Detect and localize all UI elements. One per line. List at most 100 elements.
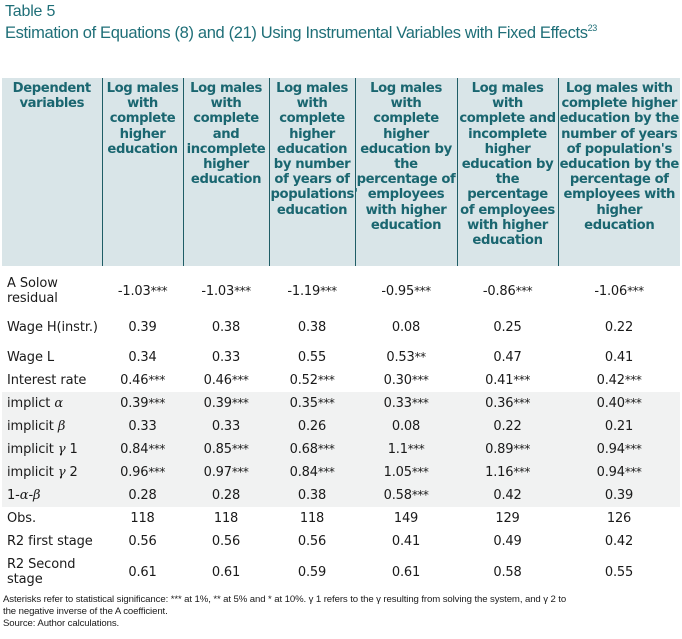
- cell-value: 0.33: [102, 415, 183, 438]
- table-row: implicit γ 1 0.84*** 0.85*** 0.68*** 1.1*** 0…: [2, 438, 680, 461]
- row-label: implicit γ 1: [2, 438, 102, 461]
- cell-value: 0.22: [558, 308, 680, 346]
- cell-value: 0.25: [457, 308, 558, 346]
- cell-value: 0.53**: [355, 346, 457, 369]
- cell-value: 0.56: [269, 530, 355, 553]
- significance-note: Asterisks refer to statistical significa…: [3, 594, 567, 605]
- cell-value: -0.86***: [457, 266, 558, 308]
- cell-value: 0.28: [102, 484, 183, 507]
- header-column-3: Log males with complete higher education…: [268, 78, 358, 266]
- row-label: 1-α-β: [2, 484, 102, 507]
- table-row: Wage H(instr.) 0.39 0.38 0.38 0.08 0.25 0.22: [2, 308, 680, 346]
- cell-value: 1.05***: [355, 461, 457, 484]
- table-row: implicit β 0.33 0.33 0.26 0.08 0.22 0.21: [2, 415, 680, 438]
- cell-value: 118: [183, 507, 269, 530]
- cell-value: 0.94***: [558, 438, 680, 461]
- cell-value: 0.61: [355, 553, 457, 591]
- row-label: implict α: [2, 392, 102, 415]
- table-row: R2 first stage 0.56 0.56 0.56 0.41 0.49 0.42: [2, 530, 680, 553]
- cell-value: 0.55: [269, 346, 355, 369]
- cell-value: 0.26: [269, 415, 355, 438]
- cell-value: 0.39: [558, 484, 680, 507]
- cell-value: 0.08: [355, 308, 457, 346]
- cell-value: 0.68***: [269, 438, 355, 461]
- cell-value: 0.46***: [102, 369, 183, 392]
- cell-value: 0.94***: [558, 461, 680, 484]
- cell-value: 0.39***: [102, 392, 183, 415]
- header-column-2: Log males with complete and incomplete h…: [182, 78, 269, 266]
- cell-value: 0.21: [558, 415, 680, 438]
- row-label: R2 first stage: [2, 530, 102, 553]
- cell-value: 129: [457, 507, 558, 530]
- cell-value: 0.59: [269, 553, 355, 591]
- cell-value: 0.56: [183, 530, 269, 553]
- table-label: Table 5: [5, 3, 56, 20]
- cell-value: 0.58***: [355, 484, 457, 507]
- cell-value: 1.1***: [355, 438, 457, 461]
- row-label: Wage L: [2, 346, 102, 369]
- cell-value: 0.56: [102, 530, 183, 553]
- cell-value: 0.33***: [355, 392, 457, 415]
- header-column-1: Log males with complete higher education: [101, 78, 183, 266]
- header-column-4: Log males with complete higher education…: [354, 78, 457, 266]
- table-row: Obs. 118 118 118 149 129 126: [2, 507, 680, 530]
- table-row: A Solow residual -1.03*** -1.03*** -1.19***…: [2, 266, 680, 308]
- table-row: Wage L 0.34 0.33 0.55 0.53** 0.47 0.41: [2, 346, 680, 369]
- table-notes: Asterisks refer to statistical significa…: [3, 594, 679, 630]
- cell-value: 0.52***: [269, 369, 355, 392]
- cell-value: 0.41: [558, 346, 680, 369]
- cell-value: 0.34: [102, 346, 183, 369]
- cell-value: 0.58: [457, 553, 558, 591]
- cell-value: 0.41***: [457, 369, 558, 392]
- cell-value: 0.41: [355, 530, 457, 553]
- cell-value: 0.55: [558, 553, 680, 591]
- cell-value: 118: [269, 507, 355, 530]
- cell-value: 0.42: [457, 484, 558, 507]
- cell-value: -1.03***: [183, 266, 269, 308]
- results-table: Dependent variables Log males with comple…: [2, 78, 680, 591]
- cell-value: 149: [355, 507, 457, 530]
- row-label: Wage H(instr.): [2, 308, 102, 346]
- cell-value: 0.22: [457, 415, 558, 438]
- cell-value: 0.08: [355, 415, 457, 438]
- cell-value: 0.28: [183, 484, 269, 507]
- cell-value: 0.61: [102, 553, 183, 591]
- significance-note-continued: the negative inverse of the A coefficien…: [3, 606, 168, 617]
- cell-value: 0.89***: [457, 438, 558, 461]
- table-row: implict α 0.39*** 0.39*** 0.35*** 0.33*** 0.3…: [2, 392, 680, 415]
- cell-value: 0.38: [183, 308, 269, 346]
- table-caption: Estimation of Equations (8) and (21) Usi…: [5, 22, 597, 44]
- cell-value: 0.38: [269, 308, 355, 346]
- cell-value: 0.46***: [183, 369, 269, 392]
- cell-value: 0.36***: [457, 392, 558, 415]
- cell-value: 0.84***: [102, 438, 183, 461]
- cell-value: 0.49: [457, 530, 558, 553]
- cell-value: 0.39***: [183, 392, 269, 415]
- cell-value: -1.19***: [269, 266, 355, 308]
- cell-value: 126: [558, 507, 680, 530]
- cell-value: 0.96***: [102, 461, 183, 484]
- header-column-5: Log males with complete and incomplete h…: [456, 78, 558, 266]
- table-body: A Solow residual -1.03*** -1.03*** -1.19***…: [2, 266, 680, 591]
- row-label: implicit β: [2, 415, 102, 438]
- cell-value: -1.06***: [558, 266, 680, 308]
- cell-value: 0.35***: [269, 392, 355, 415]
- header-column-6: Log males with complete higher education…: [557, 78, 680, 266]
- table-row: Interest rate 0.46*** 0.46*** 0.52*** 0.30**…: [2, 369, 680, 392]
- cell-value: 0.38: [269, 484, 355, 507]
- row-label: Obs.: [2, 507, 102, 530]
- cell-value: 0.84***: [269, 461, 355, 484]
- footnote-reference: 23: [587, 23, 598, 33]
- source-note: Source: Author calculations.: [3, 618, 120, 629]
- cell-value: 0.33: [183, 346, 269, 369]
- row-label: A Solow residual: [2, 266, 102, 308]
- cell-value: 0.30***: [355, 369, 457, 392]
- caption-text: Estimation of Equations (8) and (21) Usi…: [5, 24, 588, 42]
- cell-value: -0.95***: [355, 266, 457, 308]
- row-label: Interest rate: [2, 369, 102, 392]
- row-label: R2 Second stage: [2, 553, 102, 591]
- cell-value: 0.39: [102, 308, 183, 346]
- table-row: 1-α-β 0.28 0.28 0.38 0.58*** 0.42 0.39: [2, 484, 680, 507]
- table-row: R2 Second stage 0.61 0.61 0.59 0.61 0.58 0.55: [2, 553, 680, 591]
- table-title-block: Table 5 Estimation of Equations (8) and …: [5, 2, 597, 44]
